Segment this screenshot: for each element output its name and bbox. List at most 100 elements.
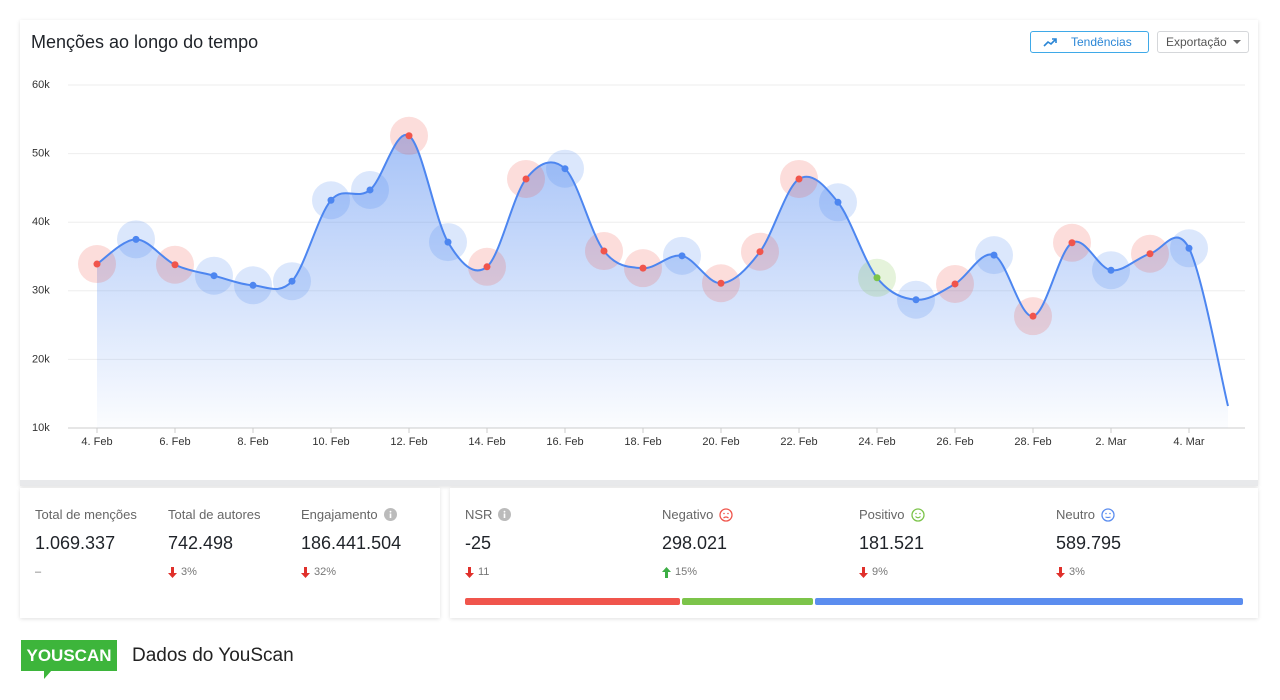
stat-change: 9% — [859, 566, 888, 578]
arrow-shape — [168, 566, 177, 578]
point — [288, 277, 296, 285]
point — [1068, 239, 1076, 247]
sentiment-segment — [465, 598, 681, 605]
x-tick-label: 20. Feb — [702, 436, 739, 448]
x-tick-label: 14. Feb — [468, 436, 505, 448]
stat-label: NSR — [465, 507, 512, 522]
line — [96, 133, 1229, 407]
point — [951, 280, 959, 288]
face — [719, 507, 733, 522]
logo-tail — [44, 670, 52, 679]
x-tick-label: 4. Feb — [81, 436, 112, 448]
chart-title: Menções ao longo do tempo — [31, 32, 259, 52]
x-tick-label: 22. Feb — [780, 436, 817, 448]
sentiment-card: NSR -25 11 Negativo 298.021 15% Positivo 181.52… — [450, 488, 1258, 618]
sentiment-segment — [814, 598, 1243, 605]
eye — [1109, 512, 1111, 514]
stat-change-text: 11 — [478, 566, 490, 578]
eye — [723, 512, 726, 514]
point — [600, 247, 608, 255]
logo: YOUSCAN — [21, 640, 117, 671]
point — [132, 235, 140, 243]
x-tick-label: 18. Feb — [624, 436, 661, 448]
point — [366, 186, 374, 194]
stat-label: Negativo — [662, 507, 733, 522]
point — [639, 264, 647, 272]
stat-value: 298.021 — [662, 533, 728, 553]
y-tick-label: 50k — [32, 148, 50, 160]
point — [210, 272, 218, 280]
trends-button[interactable]: Tendências — [1030, 31, 1149, 53]
info-stem — [504, 513, 506, 518]
stat-change: 3% — [1056, 566, 1085, 578]
point — [1029, 312, 1037, 320]
info-dot — [389, 510, 392, 513]
area — [97, 134, 1228, 428]
stat-label: Neutro — [1056, 507, 1115, 522]
info-stem — [389, 513, 391, 518]
stat-label-text: Total de autores — [168, 507, 261, 522]
trend-arrow — [859, 566, 868, 578]
chart: 10k 20k 30k 40k 50k 60k 4. Feb 6. Feb 8. Feb 10. … — [32, 79, 1245, 448]
point — [834, 198, 842, 206]
point — [1185, 244, 1193, 252]
x-tick-label: 12. Feb — [390, 436, 427, 448]
trend-arrow — [301, 566, 310, 578]
eye — [727, 512, 730, 514]
stat-label: Positivo — [859, 507, 925, 522]
x-tick-label: 6. Feb — [159, 436, 190, 448]
info-icon — [498, 508, 512, 521]
point — [171, 261, 179, 269]
trend-arrow — [662, 566, 671, 578]
button-label: Exportação — [1166, 35, 1227, 49]
eye — [1105, 512, 1107, 514]
point — [678, 252, 686, 260]
x-tick-label: 2. Mar — [1095, 436, 1127, 448]
stat-change-text: 32% — [314, 566, 337, 578]
y-tick-label: 60k — [32, 79, 50, 91]
stat-change-text: 15% — [675, 566, 698, 578]
point — [444, 238, 452, 246]
point — [795, 175, 803, 183]
point — [483, 263, 491, 271]
stat-label: Total de autores — [168, 507, 261, 522]
point — [717, 279, 725, 287]
stat-value: 742.498 — [168, 533, 234, 553]
stat-change: – — [35, 566, 41, 578]
x-tick-label: 8. Feb — [237, 436, 268, 448]
stat-label-text: NSR — [465, 507, 493, 522]
footer-text: Dados do YouScan — [132, 645, 294, 666]
stat-change: 3% — [168, 566, 197, 578]
info-dot — [504, 510, 506, 513]
sentiment-icon — [1101, 507, 1115, 522]
sentiment-icon — [910, 507, 925, 522]
point — [327, 196, 335, 204]
stat-change: 15% — [662, 566, 697, 578]
point — [522, 175, 530, 183]
stat-label-text: Neutro — [1056, 507, 1096, 522]
stat-label: Total de menções — [35, 507, 137, 522]
stat-change-text: – — [35, 566, 42, 578]
stat-value: -25 — [465, 533, 492, 553]
mouth — [1105, 515, 1111, 518]
button-label: Tendências — [1071, 35, 1132, 49]
stat-label-text: Engajamento — [301, 507, 378, 522]
sentiment-bar — [465, 598, 1245, 605]
mouth — [914, 515, 921, 518]
stat-change-text: 3% — [181, 566, 197, 578]
point — [912, 296, 920, 304]
trend-icon — [1043, 38, 1057, 47]
stat-change-text: 3% — [1069, 566, 1085, 578]
stat-label-text: Positivo — [859, 507, 905, 522]
export-button[interactable]: Exportação — [1157, 31, 1249, 53]
face — [910, 507, 925, 522]
stat-change: 32% — [301, 566, 336, 578]
mouth — [723, 515, 730, 518]
arrow-shape — [465, 566, 474, 578]
point — [93, 260, 101, 268]
trend-arrow — [465, 566, 474, 578]
arrow-shape — [1056, 566, 1065, 578]
sentiment-icon — [719, 507, 733, 522]
x-tick-label: 16. Feb — [546, 436, 583, 448]
